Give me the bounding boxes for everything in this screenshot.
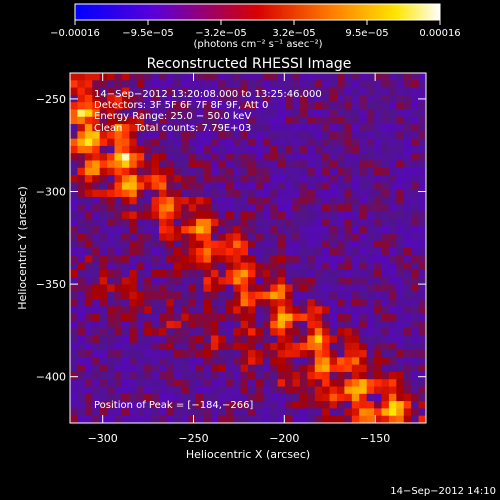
- x-tick-label: −250: [178, 432, 208, 445]
- x-axis-ticks: −300 −250 −200 −150: [88, 73, 390, 445]
- colorbar-tick-label: −0.00016: [50, 28, 100, 39]
- x-axis-label: Heliocentric X (arcsec): [186, 448, 310, 461]
- heatmap-image: [70, 73, 426, 423]
- plot-frame: [69, 72, 427, 424]
- chart-title: Reconstructed RHESSI Image: [147, 56, 352, 72]
- colorbar: [74, 3, 441, 21]
- colorbar-tick-label: −9.5e−05: [122, 28, 174, 39]
- colorbar-tick-label: 9.5e−05: [345, 28, 388, 39]
- y-axis-label: Heliocentric Y (arcsec): [16, 186, 29, 310]
- x-tick-label: −150: [360, 432, 390, 445]
- annotation-energy-range: Energy Range: 25.0 − 50.0 keV: [94, 111, 251, 122]
- x-tick-label: −200: [269, 432, 299, 445]
- annotation-detectors: Detectors: 3F 5F 6F 7F 8F 9F, Att 0: [94, 100, 268, 111]
- colorbar-tick-label: 0.00016: [419, 28, 460, 39]
- x-tick-label: −300: [88, 432, 118, 445]
- annotation-total-counts: Clean Total counts: 7.79E+03: [94, 123, 251, 134]
- colorbar-tick-label: 3.2e−05: [272, 28, 315, 39]
- footer-timestamp: 14−Sep−2012 14:10: [390, 486, 496, 497]
- annotation-time-range: 14−Sep−2012 13:20:08.000 to 13:25:46.000: [94, 89, 322, 100]
- y-tick-label: −350: [36, 278, 66, 291]
- colorbar-tick-label: −3.2e−05: [195, 28, 247, 39]
- annotation-peak-position: Position of Peak = [−184,−266]: [94, 400, 253, 411]
- y-tick-label: −300: [36, 186, 66, 199]
- colorbar-ticks: −0.00016 −9.5e−05 −3.2e−05 3.2e−05 9.5e−05 0.…: [50, 20, 461, 39]
- y-tick-label: −250: [36, 93, 66, 106]
- y-tick-label: −400: [36, 371, 66, 384]
- y-axis-ticks: −250 −300 −350 −400: [36, 93, 426, 384]
- colorbar-unit-label: (photons cm⁻² s⁻¹ asec⁻²): [193, 39, 322, 50]
